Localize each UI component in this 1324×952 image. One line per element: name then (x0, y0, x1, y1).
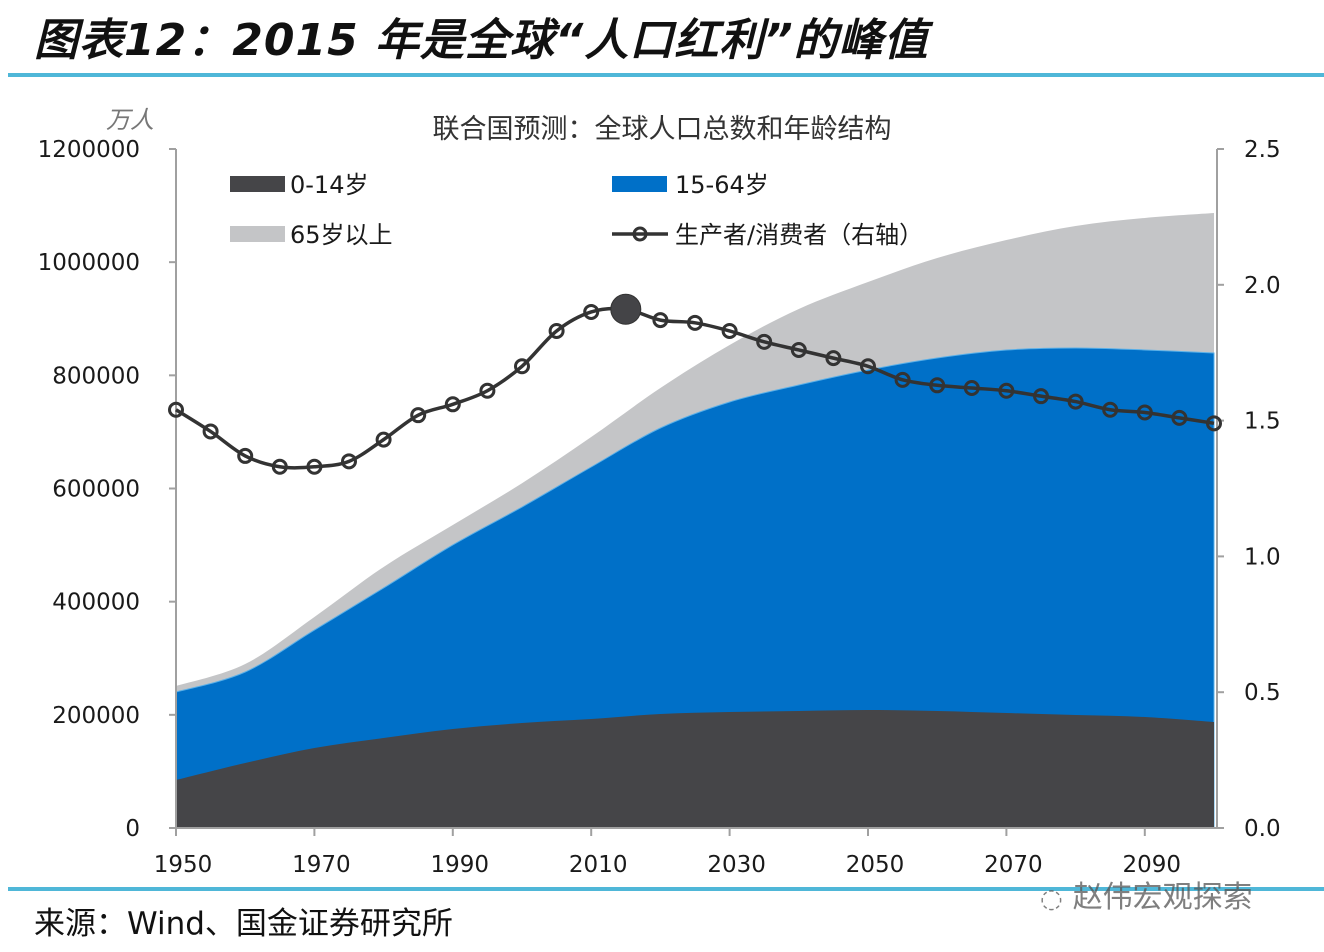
top-divider (8, 73, 1324, 77)
ratio-marker (1206, 415, 1222, 432)
ratio-marker (202, 423, 219, 440)
axes: 0 200000 400000 600000 800000 1000000 1200000 0… (38, 137, 1281, 878)
legend-swatch-65-plus (230, 226, 285, 242)
y2-tick-label: 1.0 (1244, 544, 1281, 570)
figure-title: 图表12：2015 年是全球“人口红利”的峰值 (34, 15, 929, 66)
ratio-peak-marker (610, 293, 642, 325)
ratio-marker (1033, 388, 1049, 405)
area-0-14 (176, 710, 1214, 828)
legend-marker-ratio (632, 226, 648, 242)
y-tick-label: 1000000 (38, 250, 140, 276)
ratio-marker (652, 312, 669, 329)
ratio-marker (963, 380, 980, 397)
x-tick-label: 1970 (292, 852, 351, 878)
legend-label-65-plus: 65岁以上 (290, 221, 393, 249)
ratio-marker (479, 382, 496, 399)
legend-label-15-64: 15-64岁 (675, 171, 769, 199)
y-tick-label: 200000 (52, 703, 140, 729)
ratio-marker (341, 453, 357, 470)
ratio-marker (375, 431, 392, 448)
chart-title: 联合国预测：全球人口总数和年龄结构 (433, 114, 892, 145)
x-tick-label: 1950 (154, 852, 213, 878)
source-note: 来源：Wind、国金证券研究所 (34, 906, 453, 942)
ratio-marker (583, 303, 600, 320)
y-tick-label: 0 (125, 816, 140, 842)
ratio-marker (721, 322, 738, 339)
ratio-marker (271, 458, 288, 475)
y-tick-label: 600000 (52, 477, 140, 503)
y2-tick-label: 2.5 (1244, 137, 1281, 163)
ratio-marker (929, 377, 946, 394)
x-tick-label: 2070 (984, 852, 1043, 878)
y-tick-label: 1200000 (38, 137, 140, 163)
area-15-64 (175, 347, 1215, 829)
x-tick-label: 2050 (846, 852, 905, 878)
watermark-text: 赵伟宏观探索 (1072, 880, 1253, 915)
ratio-marker (998, 382, 1015, 399)
population-chart: 联合国预测：全球人口总数和年龄结构 万人 0 200000 400000 600000… (38, 106, 1281, 878)
ratio-marker (168, 401, 184, 418)
x-tick-label: 2090 (1123, 852, 1182, 878)
x-tick-label: 2030 (707, 852, 766, 878)
ratio-marker (1067, 393, 1084, 410)
y-axis-unit-label: 万人 (106, 106, 154, 134)
legend-swatch-15-64 (612, 176, 667, 192)
ratio-marker (444, 396, 461, 413)
ratio-marker (790, 341, 807, 358)
wechat-icon: ◌ (1040, 884, 1063, 914)
watermark: ◌ 赵伟宏观探索 (1040, 872, 1253, 916)
y2-tick-label: 1.5 (1244, 409, 1281, 435)
y2-tick-label: 0.5 (1244, 680, 1281, 706)
ratio-line-group (168, 293, 1222, 475)
ratio-marker (825, 350, 842, 367)
legend-label-0-14: 0-14岁 (290, 171, 368, 199)
ratio-marker (894, 371, 911, 388)
y2-tick-label: 2.0 (1244, 273, 1281, 299)
ratio-marker (687, 314, 703, 331)
ratio-marker (1136, 404, 1153, 421)
ratio-marker (237, 447, 254, 464)
legend: 0-14岁 15-64岁 65岁以上 生产者/消费者（右轴） (230, 171, 923, 249)
ratio-marker (548, 322, 565, 339)
x-tick-label: 1990 (431, 852, 490, 878)
ratio-marker (410, 407, 427, 424)
ratio-marker (756, 333, 773, 350)
ratio-marker (1171, 409, 1188, 426)
ratio-line (175, 306, 1215, 470)
ratio-marker (306, 458, 323, 475)
ratio-marker (514, 358, 530, 375)
y-tick-label: 400000 (52, 590, 140, 616)
y-tick-label: 800000 (52, 363, 140, 389)
legend-label-ratio: 生产者/消费者（右轴） (675, 221, 923, 249)
y2-tick-label: 0.0 (1244, 816, 1281, 842)
legend-swatch-0-14 (230, 176, 285, 192)
x-tick-label: 2010 (569, 852, 628, 878)
ratio-marker (1102, 401, 1119, 418)
ratio-marker (860, 358, 876, 375)
bottom-divider (8, 887, 1324, 891)
stacked-areas (175, 213, 1215, 829)
